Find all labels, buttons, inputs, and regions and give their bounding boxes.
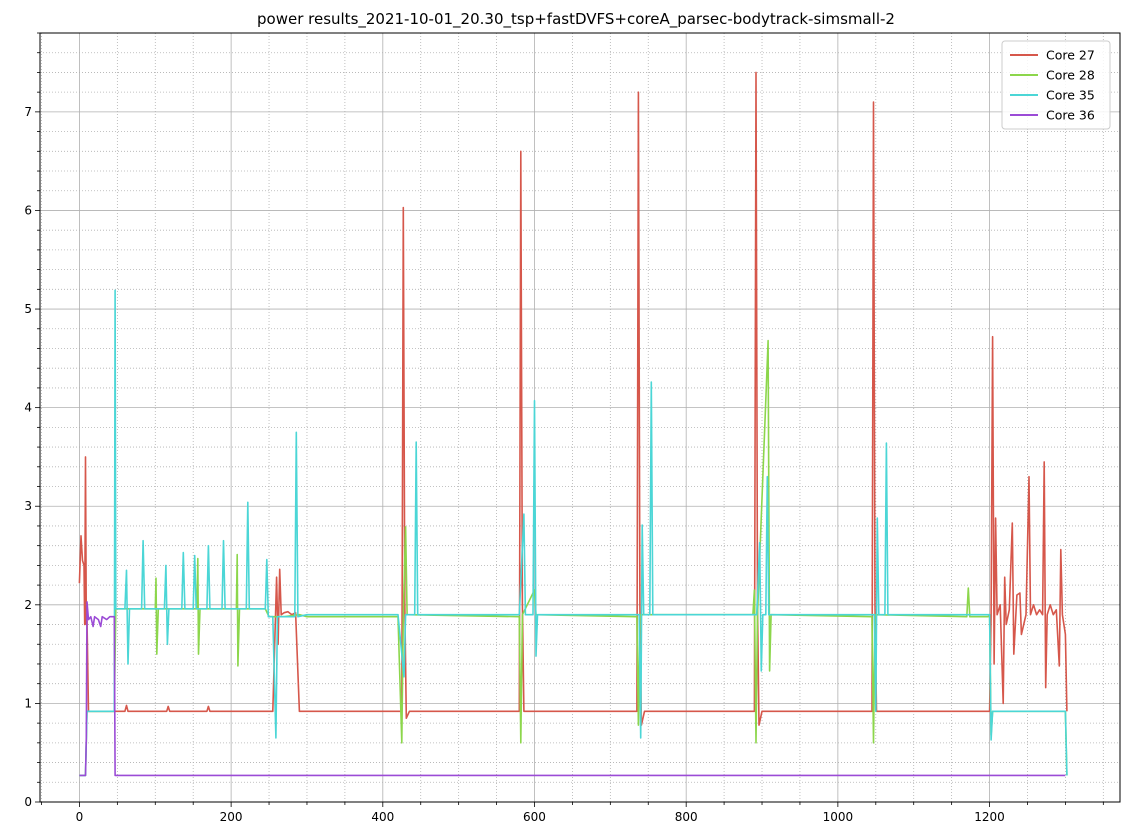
y-tick-label: 6 xyxy=(24,203,32,217)
y-tick-label: 4 xyxy=(24,401,32,415)
series-line-core-35 xyxy=(79,289,1068,777)
y-tick-label: 1 xyxy=(24,696,32,710)
x-tick-label: 0 xyxy=(76,810,84,824)
plot-frame xyxy=(39,32,1121,803)
chart-title: power results_2021-10-01_20.30_tsp+fastD… xyxy=(257,10,895,29)
y-axis: 0 1 2 3 4 5 6 7 xyxy=(24,32,40,809)
legend-label: Core 35 xyxy=(1046,88,1095,103)
legend-label: Core 27 xyxy=(1046,48,1095,63)
series-line-core-36 xyxy=(79,601,1066,777)
legend-label: Core 28 xyxy=(1046,68,1095,83)
y-tick-label: 5 xyxy=(24,302,32,316)
y-tick-label: 7 xyxy=(24,105,32,119)
grid xyxy=(40,32,1120,803)
legend-box xyxy=(1001,40,1111,130)
x-tick-label: 1200 xyxy=(974,810,1005,824)
y-tick-label: 0 xyxy=(24,795,32,809)
legend: Core 27 Core 28 Core 35 Core 36 xyxy=(1001,40,1111,130)
y-tick-label: 2 xyxy=(24,598,32,612)
x-tick-label: 200 xyxy=(220,810,243,824)
x-tick-label: 1000 xyxy=(823,810,854,824)
x-axis: 0 200 400 600 800 1000 1200 xyxy=(41,802,1104,824)
x-tick-label: 400 xyxy=(371,810,394,824)
plot-area xyxy=(78,71,1068,777)
y-tick-label: 3 xyxy=(24,499,32,513)
series-line-core-27 xyxy=(78,71,1068,726)
legend-label: Core 36 xyxy=(1046,108,1095,123)
x-tick-label: 800 xyxy=(675,810,698,824)
x-tick-label: 600 xyxy=(523,810,546,824)
